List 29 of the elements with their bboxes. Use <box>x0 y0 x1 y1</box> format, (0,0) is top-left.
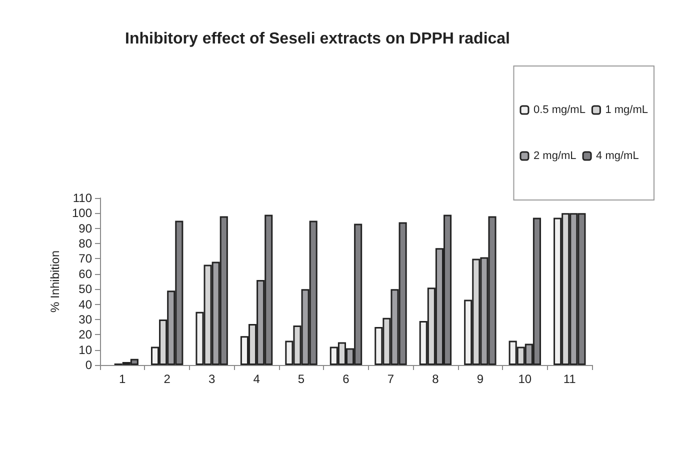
x-tick-label: 3 <box>208 372 216 386</box>
chart-title: Inhibitory effect of Seseli extracts on DPPH radical <box>125 30 510 48</box>
legend-label: 0.5 mg/mL <box>533 104 586 116</box>
x-tick-label: 11 <box>563 372 576 386</box>
y-tick-label: 20 <box>78 328 92 342</box>
legend-label: 4 mg/mL <box>596 150 639 162</box>
y-tick-label: 60 <box>78 266 92 281</box>
x-tick-label: 6 <box>342 372 350 386</box>
x-tick-label: 1 <box>119 372 126 386</box>
x-tick-label: 2 <box>164 372 171 386</box>
x-tick-label: 7 <box>387 372 394 386</box>
y-tick-label: 90 <box>78 221 92 236</box>
x-tick-label: 10 <box>518 372 532 386</box>
y-tick-label: 70 <box>78 252 92 266</box>
legend-label: 2 mg/mL <box>533 150 576 162</box>
y-axis-title: % Inhibition <box>48 250 62 313</box>
y-tick-label: 40 <box>78 297 92 312</box>
x-tick-label: 5 <box>298 372 305 386</box>
y-tick-label: 110 <box>72 191 92 205</box>
y-tick-label: 100 <box>72 206 92 220</box>
y-tick-label: 10 <box>78 342 92 357</box>
y-tick-label: 30 <box>78 312 92 326</box>
legend-label: 1 mg/mL <box>605 104 648 116</box>
x-tick-label: 9 <box>476 372 484 386</box>
x-tick-label: 4 <box>253 372 260 386</box>
y-tick-label: 80 <box>78 236 92 251</box>
y-tick-label: 0 <box>85 358 92 372</box>
y-tick-label: 50 <box>78 282 92 296</box>
x-tick-label: 8 <box>432 372 440 386</box>
